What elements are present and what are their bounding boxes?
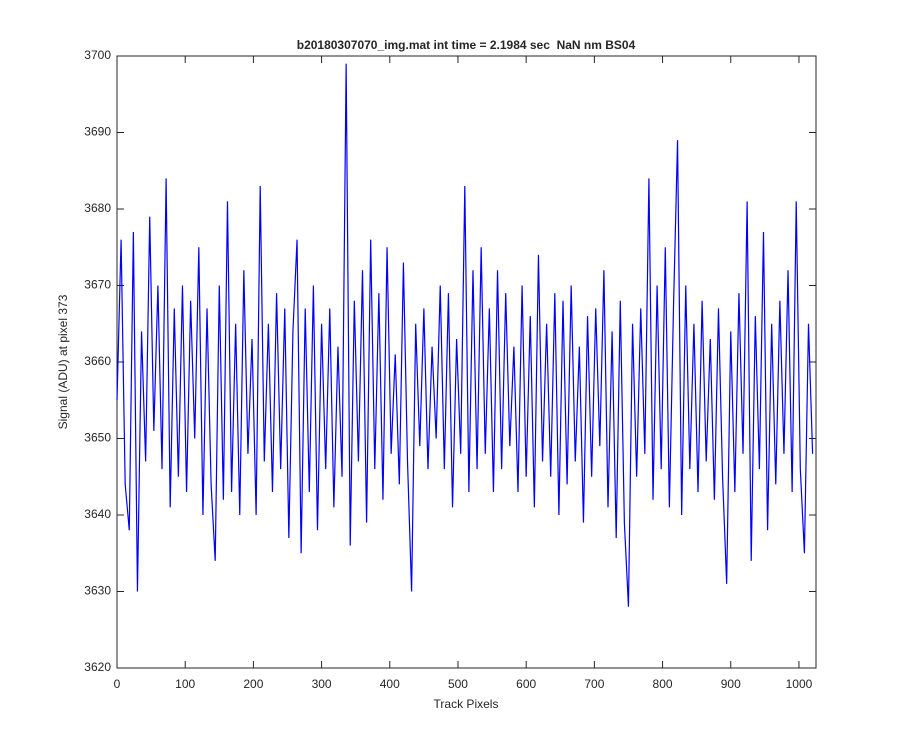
x-tick-label: 400 [380, 677, 400, 691]
x-tick-label: 900 [721, 677, 741, 691]
y-tick-label: 3700 [84, 48, 111, 62]
x-tick-label: 700 [584, 677, 604, 691]
x-tick-label: 500 [448, 677, 468, 691]
y-tick-label: 3620 [84, 660, 111, 674]
x-tick-label: 100 [175, 677, 195, 691]
y-tick-label: 3650 [84, 431, 111, 445]
data-line [116, 63, 814, 607]
chart-title: b20180307070_img.mat int time = 2.1984 s… [297, 38, 636, 52]
x-tick-label: 0 [114, 677, 121, 691]
x-tick-label: 300 [312, 677, 332, 691]
x-tick-label: 200 [243, 677, 263, 691]
y-tick-label: 3640 [84, 507, 111, 521]
x-tick-label: 600 [516, 677, 536, 691]
y-tick-label: 3660 [84, 354, 111, 368]
plot-box [116, 55, 817, 669]
y-tick-label: 3680 [84, 201, 111, 215]
y-axis-label: Signal (ADU) at pixel 373 [56, 294, 70, 429]
x-tick-label: 1000 [786, 677, 813, 691]
x-axis-label: Track Pixels [434, 697, 499, 711]
x-tick-label: 800 [653, 677, 673, 691]
y-tick-label: 3670 [84, 278, 111, 292]
y-tick-label: 3690 [84, 125, 111, 139]
y-tick-label: 3630 [84, 584, 111, 598]
